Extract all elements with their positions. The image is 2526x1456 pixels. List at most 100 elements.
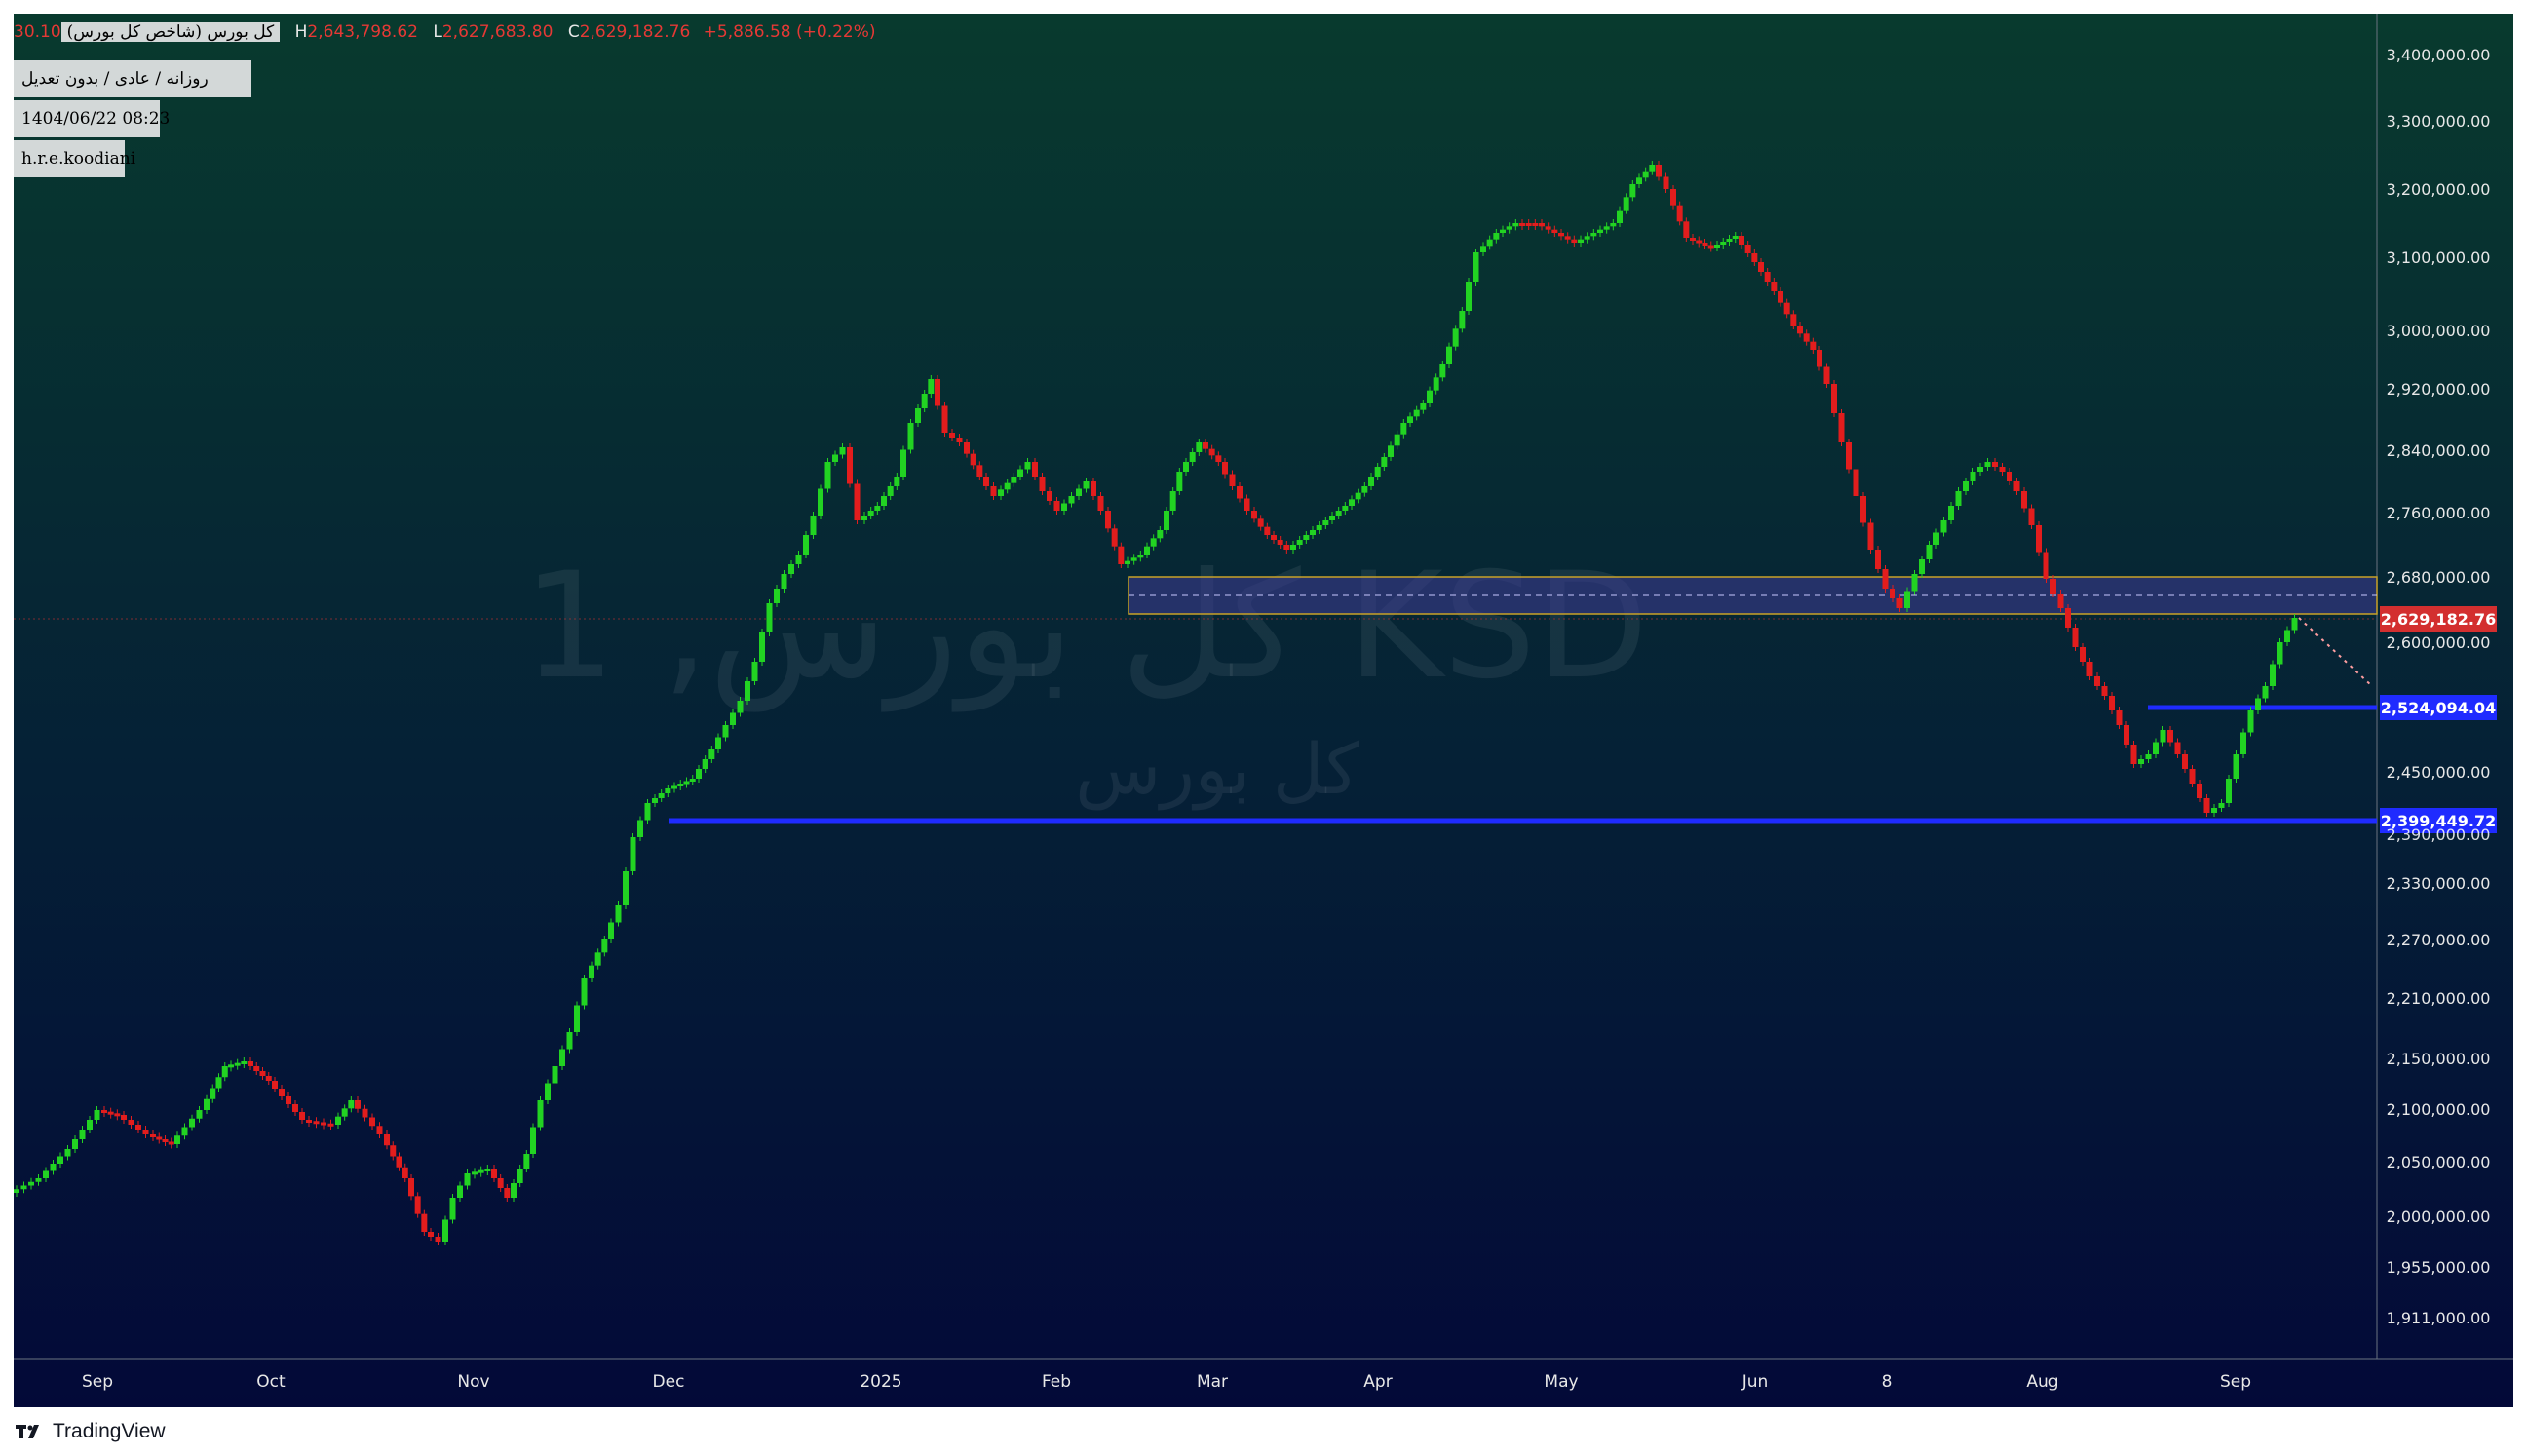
- candle-body[interactable]: [810, 516, 817, 535]
- candle-body[interactable]: [867, 511, 874, 516]
- candle-body[interactable]: [1525, 223, 1532, 226]
- candle-body[interactable]: [1732, 236, 1739, 239]
- candle-body[interactable]: [696, 769, 702, 779]
- candle-body[interactable]: [2291, 618, 2298, 631]
- candle-body[interactable]: [2043, 552, 2049, 580]
- candle-body[interactable]: [464, 1173, 471, 1186]
- candle-body[interactable]: [1053, 501, 1060, 511]
- candle-body[interactable]: [362, 1108, 368, 1118]
- candle-body[interactable]: [421, 1213, 428, 1232]
- candle-body[interactable]: [428, 1232, 434, 1237]
- candle-body[interactable]: [1335, 511, 1342, 516]
- candle-body[interactable]: [241, 1061, 248, 1064]
- candle-body[interactable]: [874, 506, 881, 511]
- candle-body[interactable]: [2189, 769, 2196, 784]
- candle-body[interactable]: [887, 486, 894, 496]
- candle-body[interactable]: [1413, 409, 1420, 417]
- candle-body[interactable]: [1388, 445, 1394, 457]
- candle-body[interactable]: [1047, 491, 1052, 501]
- candle-body[interactable]: [28, 1181, 34, 1186]
- candle-body[interactable]: [781, 574, 787, 589]
- candle-body[interactable]: [1649, 165, 1656, 172]
- candle-body[interactable]: [442, 1219, 448, 1243]
- candle-body[interactable]: [1349, 499, 1355, 506]
- candle-body[interactable]: [774, 589, 780, 603]
- candle-body[interactable]: [135, 1125, 141, 1130]
- candle-body[interactable]: [2072, 628, 2079, 647]
- candle-body[interactable]: [2013, 481, 2020, 491]
- candle-body[interactable]: [1539, 223, 1545, 227]
- candle-body[interactable]: [335, 1116, 341, 1125]
- candle-body[interactable]: [1690, 238, 1696, 241]
- candle-body[interactable]: [1739, 236, 1744, 245]
- candle-body[interactable]: [1803, 333, 1810, 342]
- candle-body[interactable]: [1584, 236, 1590, 240]
- candle-body[interactable]: [2057, 594, 2064, 608]
- candle-body[interactable]: [355, 1100, 361, 1109]
- candle-body[interactable]: [2182, 754, 2188, 769]
- candle-body[interactable]: [210, 1088, 216, 1099]
- candle-body[interactable]: [559, 1049, 565, 1067]
- candle-body[interactable]: [327, 1123, 334, 1127]
- candle-body[interactable]: [1452, 328, 1459, 347]
- candle-body[interactable]: [1011, 477, 1017, 483]
- candle-body[interactable]: [64, 1149, 71, 1157]
- candle-body[interactable]: [1244, 498, 1250, 512]
- candle-body[interactable]: [998, 489, 1004, 496]
- candle-body[interactable]: [2270, 664, 2276, 687]
- candle-body[interactable]: [1427, 390, 1433, 403]
- candle-body[interactable]: [1164, 511, 1169, 530]
- candle-body[interactable]: [1771, 282, 1778, 291]
- candle-body[interactable]: [677, 784, 684, 786]
- candle-body[interactable]: [615, 905, 622, 923]
- candle-body[interactable]: [644, 803, 651, 821]
- candle-body[interactable]: [1629, 184, 1636, 198]
- candle-body[interactable]: [204, 1098, 210, 1110]
- candle-body[interactable]: [2109, 696, 2115, 710]
- candle-body[interactable]: [259, 1071, 266, 1076]
- candle-body[interactable]: [1271, 535, 1277, 540]
- tradingview-logo-icon[interactable]: [16, 1423, 45, 1440]
- candle-body[interactable]: [101, 1110, 107, 1113]
- candle-body[interactable]: [279, 1089, 285, 1096]
- candle-body[interactable]: [2094, 676, 2100, 686]
- candle-body[interactable]: [14, 1189, 19, 1193]
- candle-body[interactable]: [1853, 469, 1859, 497]
- candle-body[interactable]: [854, 483, 861, 521]
- candle-body[interactable]: [1097, 496, 1104, 511]
- candle-body[interactable]: [1838, 413, 1845, 442]
- candle-body[interactable]: [2174, 742, 2181, 755]
- candle-body[interactable]: [949, 433, 955, 438]
- candle-body[interactable]: [2167, 730, 2173, 743]
- candle-body[interactable]: [1257, 518, 1264, 527]
- candle-body[interactable]: [1446, 346, 1452, 364]
- candle-body[interactable]: [1590, 233, 1597, 237]
- candle-body[interactable]: [589, 965, 594, 978]
- candle-body[interactable]: [1797, 326, 1803, 334]
- candle-body[interactable]: [313, 1121, 320, 1125]
- candle-body[interactable]: [1105, 511, 1111, 529]
- candle-body[interactable]: [2028, 508, 2035, 526]
- candle-body[interactable]: [435, 1237, 441, 1242]
- candle-body[interactable]: [608, 922, 614, 940]
- candle-body[interactable]: [50, 1164, 57, 1171]
- candle-body[interactable]: [2262, 686, 2269, 699]
- candle-body[interactable]: [1459, 311, 1466, 329]
- candle-body[interactable]: [1237, 486, 1243, 499]
- candle-body[interactable]: [142, 1130, 149, 1134]
- candle-body[interactable]: [2226, 779, 2232, 803]
- candle-body[interactable]: [2153, 742, 2159, 755]
- candle-body[interactable]: [1032, 462, 1038, 477]
- candle-body[interactable]: [1726, 239, 1733, 242]
- candle-body[interactable]: [1720, 242, 1727, 245]
- candle-body[interactable]: [2124, 725, 2129, 745]
- candle-body[interactable]: [1024, 462, 1031, 470]
- candle-body[interactable]: [1316, 525, 1322, 530]
- candle-body[interactable]: [2050, 579, 2056, 594]
- candle-body[interactable]: [941, 405, 948, 434]
- candle-body[interactable]: [2145, 754, 2152, 759]
- candle-body[interactable]: [1744, 245, 1751, 253]
- candle-body[interactable]: [1407, 416, 1413, 423]
- candle-body[interactable]: [1519, 223, 1525, 226]
- candle-body[interactable]: [1208, 448, 1215, 456]
